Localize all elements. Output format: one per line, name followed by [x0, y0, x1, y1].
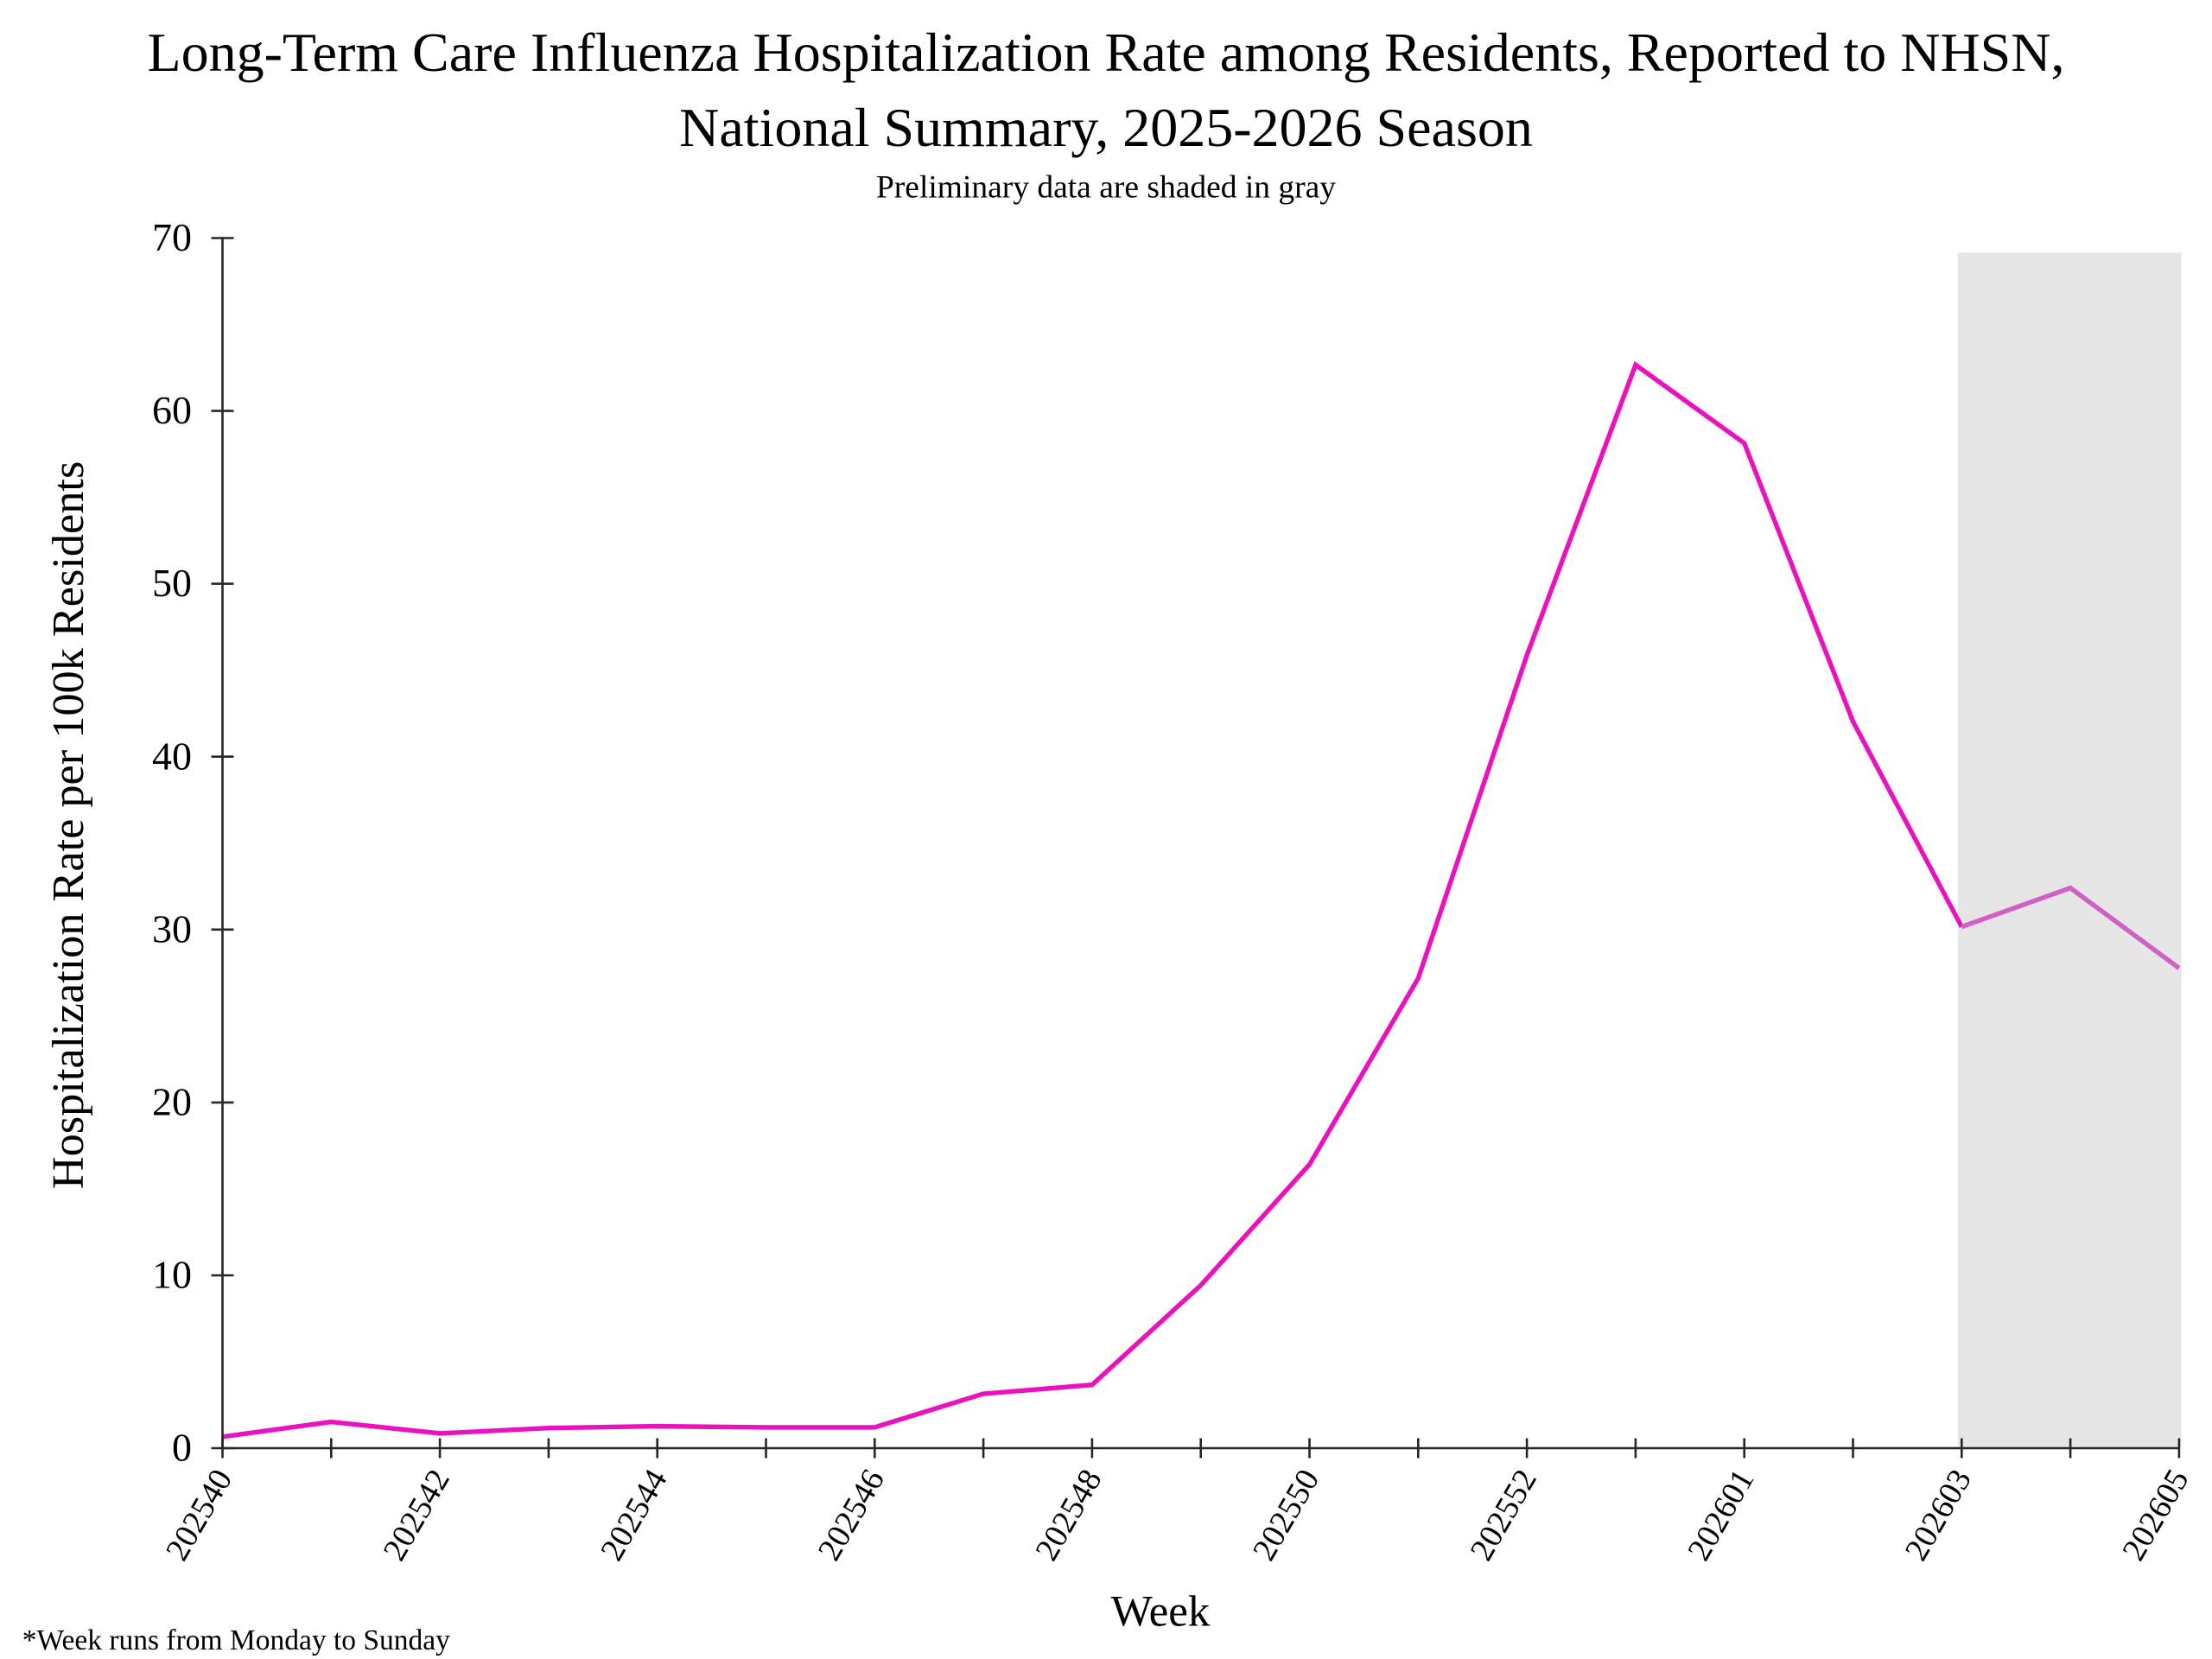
svg-text:10: 10 [152, 1253, 192, 1297]
svg-text:60: 60 [152, 388, 192, 432]
svg-text:50: 50 [152, 561, 192, 605]
svg-text:70: 70 [152, 215, 192, 259]
svg-text:National Summary, 2025-2026 Se: National Summary, 2025-2026 Season [679, 97, 1533, 158]
svg-text:0: 0 [172, 1426, 192, 1470]
svg-text:40: 40 [152, 734, 192, 778]
svg-text:*Week runs from Monday to Sund: *Week runs from Monday to Sunday [22, 1624, 450, 1656]
svg-text:20: 20 [152, 1079, 192, 1123]
svg-text:Hospitalization Rate per 100k: Hospitalization Rate per 100k Residents [43, 461, 93, 1189]
svg-text:Preliminary data are shaded in: Preliminary data are shaded in gray [876, 170, 1336, 206]
svg-text:Long-Term Care Influenza Hospi: Long-Term Care Influenza Hospitalization… [148, 22, 2065, 83]
svg-text:Week: Week [1111, 1588, 1211, 1637]
svg-text:30: 30 [152, 906, 192, 950]
